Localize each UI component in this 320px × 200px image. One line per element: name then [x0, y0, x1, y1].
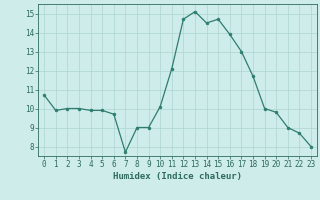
- X-axis label: Humidex (Indice chaleur): Humidex (Indice chaleur): [113, 172, 242, 181]
